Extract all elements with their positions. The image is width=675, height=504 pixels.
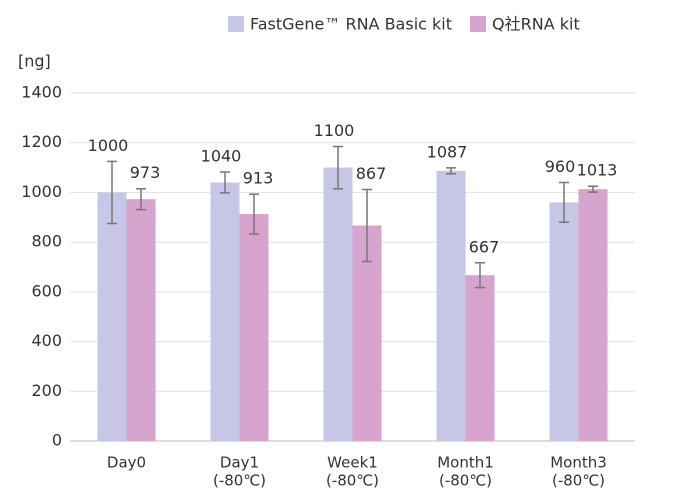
y-tick-label: 200 xyxy=(31,381,62,400)
bar xyxy=(549,202,579,441)
data-label: 913 xyxy=(243,169,274,188)
error-bar xyxy=(333,145,343,190)
legend-swatch xyxy=(470,16,487,32)
x-tick-label: Month1 xyxy=(437,454,494,472)
error-bar xyxy=(559,181,569,224)
data-label: 960 xyxy=(545,157,576,176)
bar xyxy=(126,199,156,441)
error-bar xyxy=(220,171,230,194)
data-label: 1013 xyxy=(577,161,618,180)
y-tick-label: 800 xyxy=(31,232,62,251)
legend-swatch xyxy=(228,16,244,32)
bar xyxy=(239,214,269,441)
x-tick-label: (-80℃) xyxy=(552,472,605,490)
y-tick-label: 600 xyxy=(31,281,62,300)
error-bar xyxy=(588,185,598,193)
x-tick-label: Month3 xyxy=(550,454,607,472)
y-tick-label: 1200 xyxy=(21,132,62,151)
bar xyxy=(97,192,127,441)
data-label: 1040 xyxy=(201,147,242,166)
x-tick-label: (-80℃) xyxy=(326,472,379,490)
legend-label: Q社RNA kit xyxy=(492,15,580,34)
bar xyxy=(210,182,240,441)
data-label: 1000 xyxy=(88,136,129,155)
error-bar xyxy=(136,187,146,211)
bar xyxy=(323,167,353,442)
y-tick-label: 0 xyxy=(52,431,62,450)
data-label: 973 xyxy=(130,163,161,182)
y-tick-label: 400 xyxy=(31,331,62,350)
x-tick-label: (-80℃) xyxy=(213,472,266,490)
data-label: 867 xyxy=(356,164,387,183)
y-tick-label: 1400 xyxy=(21,83,62,102)
x-tick-label: Week1 xyxy=(327,454,378,472)
error-bar xyxy=(107,160,117,225)
x-tick-label: (-80℃) xyxy=(439,472,492,490)
x-tick-label: Day1 xyxy=(220,454,259,472)
error-bar xyxy=(249,193,259,235)
y-axis-label: [ng] xyxy=(18,52,51,71)
y-tick-label: 1000 xyxy=(21,182,62,201)
data-label: 1087 xyxy=(427,142,468,161)
error-bar xyxy=(446,167,456,175)
legend-label: FastGene™ RNA Basic kit xyxy=(250,15,452,34)
data-label: 1100 xyxy=(314,121,355,140)
bar xyxy=(578,189,608,441)
error-bar xyxy=(475,262,485,289)
bar xyxy=(465,275,495,441)
error-bar xyxy=(362,188,372,263)
bar xyxy=(436,170,466,441)
x-tick-label: Day0 xyxy=(107,454,146,472)
data-label: 667 xyxy=(469,237,500,256)
